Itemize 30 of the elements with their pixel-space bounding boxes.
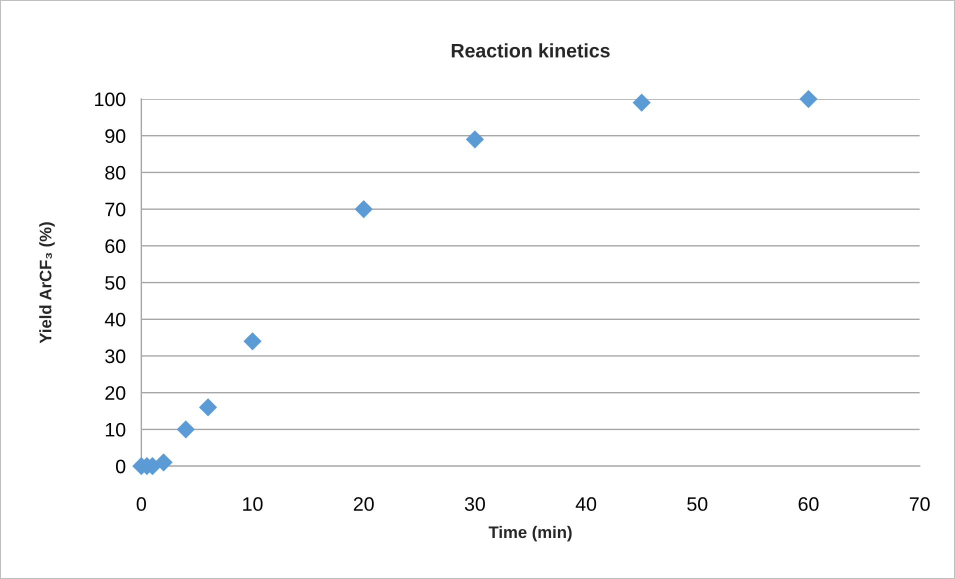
point — [799, 90, 818, 108]
x-tick-label: 30 — [464, 497, 485, 511]
y-tick-label: 90 — [105, 129, 126, 143]
x-tick-label: 10 — [243, 497, 263, 511]
y-tick-label: 70 — [105, 202, 126, 216]
x-tick-label: 70 — [910, 497, 930, 511]
x-tick-label: 60 — [798, 497, 819, 511]
y-tick-label: 50 — [105, 276, 126, 290]
x-tick-label: 0 — [136, 497, 146, 511]
x-axis-title: Time (min) — [488, 526, 572, 542]
point — [466, 130, 484, 148]
x-tick-label: 40 — [576, 497, 596, 511]
point — [154, 453, 173, 472]
y-tick-label: 10 — [106, 422, 126, 437]
point — [632, 94, 651, 112]
y-tick-label: 60 — [105, 239, 126, 254]
point — [176, 420, 195, 438]
y-tick-label: 0 — [116, 460, 126, 474]
x-tick-label: 20 — [354, 497, 374, 511]
y-tick-label: 40 — [104, 312, 126, 326]
y-tick-label: 30 — [105, 349, 126, 364]
point — [354, 200, 373, 218]
y-tick-label: 80 — [105, 166, 126, 180]
y-axis-title: Yield ArCF₃ (%) — [39, 222, 55, 344]
y-tick-label: 100 — [95, 92, 126, 106]
chart-title: Reaction kinetics — [452, 43, 610, 58]
x-tick-label: 50 — [687, 497, 708, 511]
point — [199, 398, 218, 416]
y-tick-label: 20 — [105, 386, 126, 400]
point — [243, 332, 262, 350]
